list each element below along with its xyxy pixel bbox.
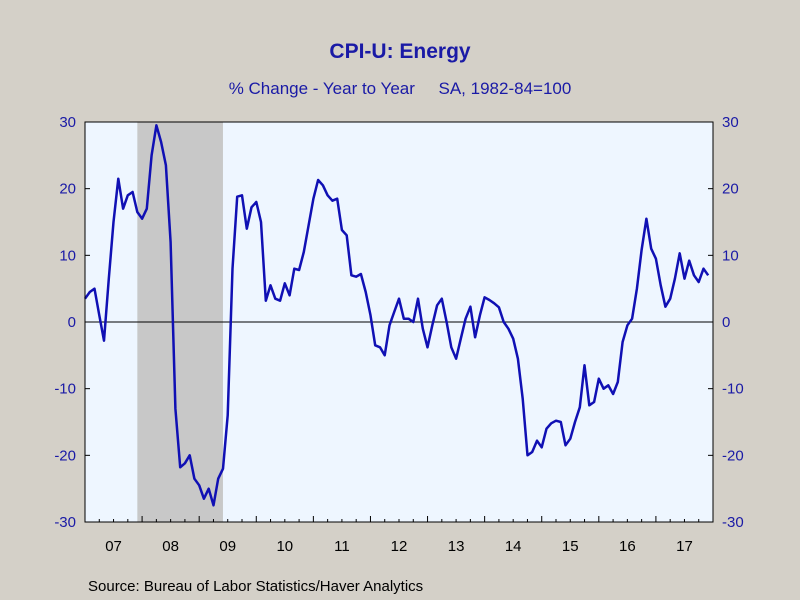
x-tick-label: 12 xyxy=(391,538,408,555)
y-tick-label-right: 0 xyxy=(722,314,730,331)
x-tick-label: 07 xyxy=(105,538,122,555)
y-tick-label-right: 20 xyxy=(722,181,739,198)
chart-title: CPI-U: Energy xyxy=(329,40,471,63)
x-tick-label: 10 xyxy=(276,538,293,555)
series-layer xyxy=(83,124,710,507)
x-tick-label: 16 xyxy=(619,538,636,555)
y-tick-label-left: 30 xyxy=(59,114,76,131)
source-note: Source: Bureau of Labor Statistics/Haver… xyxy=(88,578,424,595)
x-tick-label: 14 xyxy=(505,538,522,555)
x-tick-label: 09 xyxy=(219,538,236,555)
x-tick-label: 15 xyxy=(562,538,579,555)
y-tick-label-left: -30 xyxy=(54,514,76,531)
y-tick-label-left: -10 xyxy=(54,381,76,398)
chart-subtitle: % Change - Year to Year SA, 1982-84=100 xyxy=(228,79,572,98)
y-tick-label-right: 10 xyxy=(722,247,739,264)
y-tick-label-right: -10 xyxy=(722,381,744,398)
y-tick-label-left: 0 xyxy=(68,314,76,331)
axis-layer: 30 30 20 20 10 10 0 0 -10 -10 -20 -20 -30 -30 07 08 09 10… xyxy=(54,114,743,555)
x-tick-label: 08 xyxy=(162,538,179,555)
y-tick-label-left: -20 xyxy=(54,447,76,464)
y-tick-label-right: -30 xyxy=(722,514,744,531)
series-line xyxy=(83,124,710,507)
y-tick-label-right: 30 xyxy=(722,114,739,131)
y-tick-label-right: -20 xyxy=(722,447,744,464)
x-tick-label: 13 xyxy=(448,538,465,555)
y-tick-label-left: 10 xyxy=(59,247,76,264)
x-tick-label: 11 xyxy=(334,538,350,555)
x-tick-label: 17 xyxy=(676,538,693,555)
y-tick-label-left: 20 xyxy=(59,181,76,198)
